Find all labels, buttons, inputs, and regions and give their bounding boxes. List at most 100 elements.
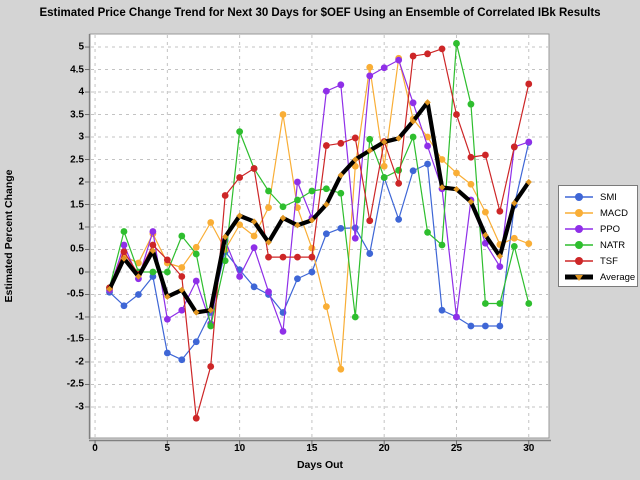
x-tick-label: 20: [378, 443, 390, 454]
series-point-MACD: [236, 221, 244, 229]
series-point-SMI: [496, 322, 504, 330]
series-point-Average: [366, 147, 373, 154]
series-point-SMI: [294, 275, 301, 283]
series-point-TSF: [279, 253, 287, 261]
series-point-TSF: [294, 253, 301, 261]
series-point-SMI: [409, 167, 417, 175]
series-point-TSF: [178, 273, 186, 280]
series-point-MACD: [424, 133, 431, 141]
series-point-PPO: [250, 244, 258, 252]
series-point-TSF: [424, 50, 431, 58]
x-tick-label: 10: [234, 443, 246, 454]
series-point-TSF: [192, 414, 200, 422]
series-point-MACD: [308, 244, 316, 252]
series-point-Average: [178, 286, 185, 294]
series-point-SMI: [322, 230, 330, 238]
y-tick-label: 0: [78, 266, 84, 278]
series-point-Average: [525, 178, 532, 186]
series-point-Average: [294, 222, 301, 229]
chart-title: Estimated Price Change Trend for Next 30…: [39, 7, 601, 19]
series-point-NATR: [178, 232, 186, 240]
series-point-Average: [467, 198, 475, 206]
series-point-TSF: [149, 241, 157, 249]
series-point-TSF: [337, 139, 345, 147]
series-point-TSF: [453, 111, 460, 118]
series-point-PPO: [163, 315, 171, 323]
series-point-MACD: [366, 63, 374, 71]
series-point-TSF: [366, 217, 374, 225]
series-point-PPO: [178, 306, 186, 314]
series-point-Average: [424, 99, 431, 106]
series-point-PPO: [294, 178, 301, 186]
series-point-NATR: [510, 242, 518, 250]
legend-item-Average: Average: [559, 269, 637, 285]
series-point-TSF: [510, 143, 518, 151]
series-point-MACD: [322, 303, 330, 311]
series-point-NATR: [424, 229, 431, 236]
y-tick-label: -0.5: [66, 288, 84, 300]
legend-label: SMI: [600, 191, 617, 203]
x-axis-label: Days Out: [296, 459, 344, 471]
y-tick-label: 1.5: [70, 199, 84, 210]
series-point-SMI: [308, 268, 316, 276]
series-point-NATR: [438, 241, 446, 249]
series-point-Average: [380, 138, 388, 146]
series-point-TSF: [163, 256, 171, 264]
series-point-PPO: [366, 72, 374, 80]
series-point-TSF: [481, 151, 489, 159]
legend-item-TSF: TSF: [559, 253, 637, 269]
series-point-PPO: [496, 263, 504, 270]
series-point-MACD: [380, 162, 388, 170]
y-tick-label: 3.5: [70, 109, 84, 121]
series-point-TSF: [496, 207, 504, 215]
series-point-Average: [409, 118, 417, 125]
series-point-Average: [193, 309, 200, 316]
series-point-NATR: [525, 300, 533, 307]
y-tick-label: -2: [75, 356, 84, 368]
y-tick-label: 2: [78, 176, 84, 188]
series-point-NATR: [453, 40, 460, 47]
series-point-TSF: [207, 363, 215, 370]
legend-label: TSF: [600, 255, 618, 267]
series-point-NATR: [467, 100, 475, 108]
tsf-series-icon: [565, 257, 593, 265]
series-point-NATR: [207, 322, 215, 330]
series-point-Average: [453, 186, 460, 193]
series-point-TSF: [467, 153, 475, 161]
y-tick-label: 4.5: [70, 64, 84, 76]
series-point-MACD: [250, 232, 258, 240]
series-point-MACD: [481, 208, 489, 216]
series-point-TSF: [236, 174, 244, 181]
series-point-Average: [438, 184, 446, 191]
series-point-MACD: [178, 264, 186, 271]
y-tick-label: 1: [78, 221, 84, 233]
series-point-TSF: [308, 253, 316, 261]
series-point-PPO: [337, 81, 345, 89]
series-point-SMI: [135, 291, 142, 298]
series-point-MACD: [135, 259, 142, 267]
series-point-NATR: [163, 268, 171, 276]
y-tick-label: 2.5: [70, 154, 84, 166]
series-point-SMI: [366, 250, 374, 257]
series-point-PPO: [322, 87, 330, 95]
series-point-Average: [482, 231, 489, 239]
series-point-MACD: [279, 111, 287, 118]
series-point-TSF: [351, 134, 359, 142]
legend-item-NATR: NATR: [559, 237, 637, 253]
series-point-PPO: [120, 241, 128, 249]
series-point-MACD: [510, 234, 518, 242]
y-tick-label: 5: [78, 41, 84, 53]
series-point-Average: [236, 212, 243, 219]
series-point-SMI: [250, 283, 258, 291]
series-point-NATR: [279, 203, 287, 211]
series-point-Average: [164, 293, 171, 300]
legend-label: PPO: [600, 223, 621, 235]
series-point-Average: [221, 233, 229, 241]
series-point-MACD: [351, 162, 359, 170]
series-line-NATR: [108, 42, 530, 327]
series-point-Average: [279, 214, 287, 222]
y-tick-label: 4: [78, 86, 84, 98]
series-point-NATR: [308, 187, 316, 195]
series-point-NATR: [496, 300, 504, 307]
series-point-NATR: [149, 268, 157, 276]
